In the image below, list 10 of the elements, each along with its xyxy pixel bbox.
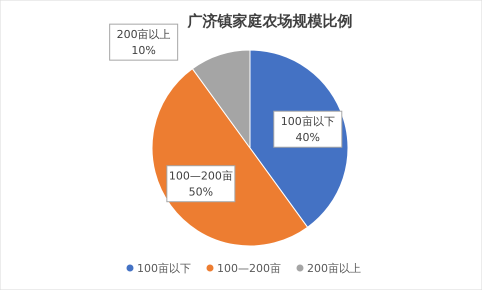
legend-label: 200亩以上 xyxy=(307,262,361,275)
slice-label: 100亩以下 xyxy=(280,115,335,128)
chart-title: 广济镇家庭农场规模比例 xyxy=(186,12,352,30)
data-label: 50% xyxy=(188,186,214,199)
legend-label: 100亩以下 xyxy=(137,262,191,275)
data-label: 10% xyxy=(131,44,156,58)
slice-label: 100—200亩 xyxy=(168,170,233,183)
data-label: 40% xyxy=(296,131,320,144)
slice-label: 200亩以上 xyxy=(116,28,171,42)
legend-label: 100—200亩 xyxy=(217,262,281,275)
